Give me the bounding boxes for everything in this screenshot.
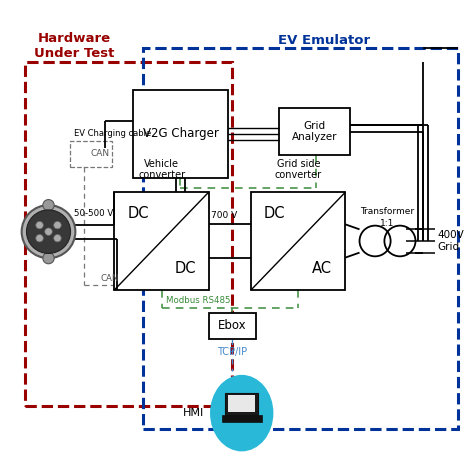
Text: DC: DC <box>264 205 285 220</box>
Ellipse shape <box>211 376 273 450</box>
Bar <box>370 223 433 261</box>
Circle shape <box>54 221 61 229</box>
Text: Hardware
Under Test: Hardware Under Test <box>34 31 115 59</box>
Text: V2G Charger: V2G Charger <box>143 127 219 140</box>
Bar <box>228 395 255 412</box>
Text: 50-500 V: 50-500 V <box>73 209 113 218</box>
Bar <box>222 416 262 422</box>
Bar <box>209 313 256 339</box>
Text: 1:1: 1:1 <box>380 219 395 228</box>
Bar <box>70 141 112 167</box>
Circle shape <box>43 253 54 264</box>
Text: Ebox: Ebox <box>218 319 246 332</box>
Bar <box>133 90 228 178</box>
Text: EV Charging cable: EV Charging cable <box>73 129 151 138</box>
Text: AC: AC <box>312 262 332 277</box>
Bar <box>225 393 258 416</box>
Circle shape <box>54 234 61 242</box>
Circle shape <box>45 228 52 235</box>
Text: TCP/IP: TCP/IP <box>217 347 247 357</box>
Bar <box>115 192 209 290</box>
Bar <box>25 62 232 406</box>
Circle shape <box>43 199 54 211</box>
Text: EV Emulator: EV Emulator <box>278 35 370 47</box>
Circle shape <box>36 234 43 242</box>
Text: CAN: CAN <box>91 149 110 158</box>
Circle shape <box>27 210 71 253</box>
Text: Grid
Analyzer: Grid Analyzer <box>292 121 337 142</box>
Text: Grid side
converter: Grid side converter <box>275 159 322 181</box>
Text: DC: DC <box>128 205 149 220</box>
Text: Modbus RS485: Modbus RS485 <box>166 296 231 305</box>
Bar <box>143 48 458 430</box>
Bar <box>251 192 346 290</box>
Circle shape <box>36 221 43 229</box>
Text: DC: DC <box>174 262 196 277</box>
Circle shape <box>22 205 75 258</box>
Bar <box>279 109 350 155</box>
Text: 700 V: 700 V <box>211 211 237 219</box>
Text: Transformer: Transformer <box>360 207 415 216</box>
Text: CAN: CAN <box>100 274 118 283</box>
Text: Vehicle
converter: Vehicle converter <box>138 159 185 181</box>
Text: 400V
Grid: 400V Grid <box>438 230 464 252</box>
Text: HMI: HMI <box>183 408 204 418</box>
